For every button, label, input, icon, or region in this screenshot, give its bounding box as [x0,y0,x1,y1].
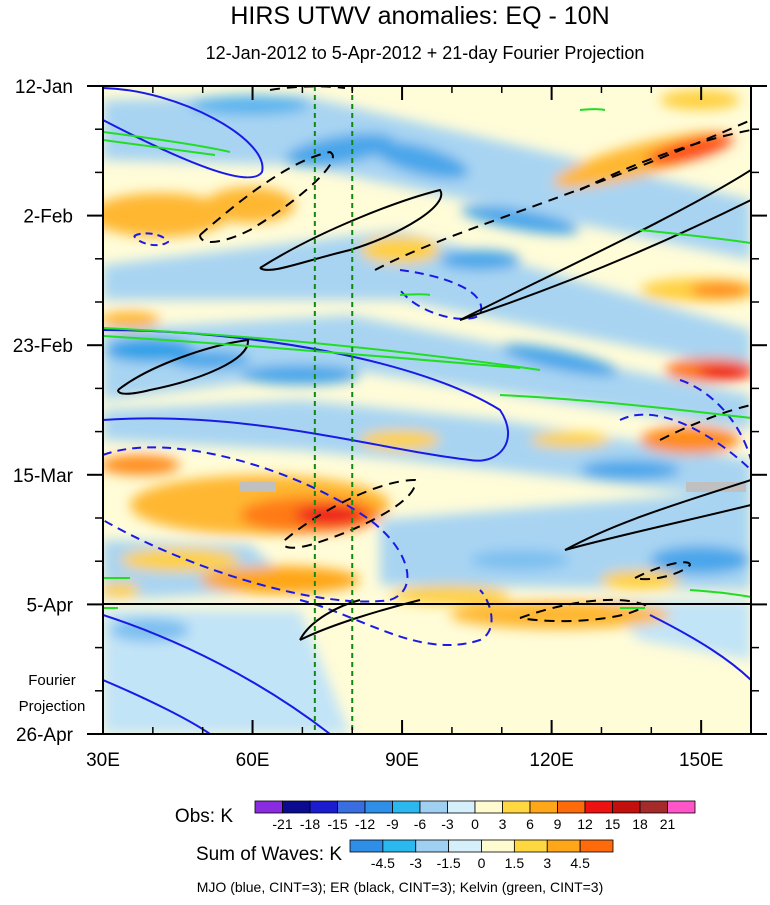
obs-colorbar-swatch [584,800,613,814]
kelvin-contours [103,108,751,609]
waves-colorbar-level-label: -1.5 [437,855,461,871]
y-tick-label: 23-Feb [13,336,73,357]
x-tick-label: 60E [236,750,270,771]
waves-colorbar-label: Sum of Waves: K [196,844,342,865]
waves-colorbar-swatch [448,839,482,853]
obs-colorbar-level-label: -3 [441,816,454,832]
axes: 30E 60E 90E 120E 150E 12-Jan 2-Feb 23-Feb 15-Mar… [13,77,767,771]
projection-label-line1: Fourier [28,672,76,689]
y-tick-label: 2-Feb [23,207,73,228]
waves-colorbar: Sum of Waves: K -4.5 -3 -1.5 0 1.5 3 4.5 [196,839,614,871]
obs-colorbar-level-label: -6 [414,816,427,832]
y-tick-label: 12-Jan [15,77,73,98]
obs-colorbar-level-label: 21 [660,816,676,832]
obs-colorbar-swatch [447,800,476,814]
obs-colorbar-swatch [639,800,668,814]
waves-colorbar-swatch [382,839,417,853]
obs-colorbar-level-label: 18 [632,816,648,832]
obs-colorbar-label: Obs: K [175,806,233,827]
waves-colorbar-swatch [415,839,450,853]
obs-colorbar-swatch [282,800,311,814]
obs-colorbar-swatch [419,800,448,814]
waves-colorbar-level-label: -3 [410,855,423,871]
obs-colorbar-swatch [364,800,393,814]
obs-colorbar-swatch [529,800,558,814]
chart-subtitle: 12-Jan-2012 to 5-Apr-2012 + 21-day Fouri… [206,43,645,63]
obs-colorbar-level-label: -9 [386,816,399,832]
obs-colorbar-swatch [309,800,338,814]
obs-colorbar-swatch [337,800,366,814]
obs-colorbar-level-label: -18 [300,816,320,832]
obs-colorbar-swatch [254,800,283,814]
y-tick-label: 15-Mar [13,466,74,487]
x-tick-label: 150E [679,750,723,771]
er-contours [117,86,751,641]
reference-lines [313,86,354,734]
x-tick-label: 90E [385,750,419,771]
waves-colorbar-swatch [349,839,384,853]
x-tick-label: 120E [529,750,573,771]
obs-colorbar-level-label: 6 [526,816,534,832]
obs-colorbar-swatch [612,800,641,814]
plot-frame [102,85,752,735]
mjo-contours [103,87,751,734]
projection-label-line2: Projection [19,698,86,715]
obs-colorbar-level-label: 0 [471,816,479,832]
obs-colorbar-level-label: -21 [272,816,292,832]
plot-area [103,86,751,734]
waves-colorbar-level-label: 4.5 [570,855,590,871]
obs-colorbar-level-label: 15 [605,816,621,832]
legend-note: MJO (blue, CINT=3); ER (black, CINT=3); … [197,879,604,895]
waves-colorbar-swatch [546,839,581,853]
y-tick-label: 26-Apr [16,725,74,746]
waves-colorbar-level-label: 1.5 [505,855,525,871]
y-tick-label: 5-Apr [27,595,74,616]
obs-colorbar-level-label: -12 [355,816,375,832]
obs-colorbar: Obs: K -21 -18 -15 -12 -9 -6 -3 0 3 6 9 12 15 18 21 [175,800,696,832]
obs-colorbar-swatch [392,800,421,814]
obs-colorbar-swatch [502,800,531,814]
waves-colorbar-swatch [481,839,515,853]
waves-colorbar-swatch [579,839,614,853]
obs-colorbar-swatch [474,800,503,814]
waves-colorbar-level-label: -4.5 [371,855,395,871]
obs-colorbar-level-label: -15 [327,816,347,832]
obs-colorbar-swatch [667,800,696,814]
obs-colorbar-swatch [557,800,586,814]
obs-colorbar-level-label: 3 [499,816,507,832]
waves-colorbar-swatch [513,839,548,853]
obs-colorbar-level-label: 9 [554,816,562,832]
obs-colorbar-level-label: 12 [577,816,593,832]
x-tick-label: 30E [86,750,120,771]
waves-colorbar-level-label: 3 [543,855,551,871]
chart-title: HIRS UTWV anomalies: EQ - 10N [230,2,609,30]
waves-colorbar-level-label: 0 [478,855,486,871]
